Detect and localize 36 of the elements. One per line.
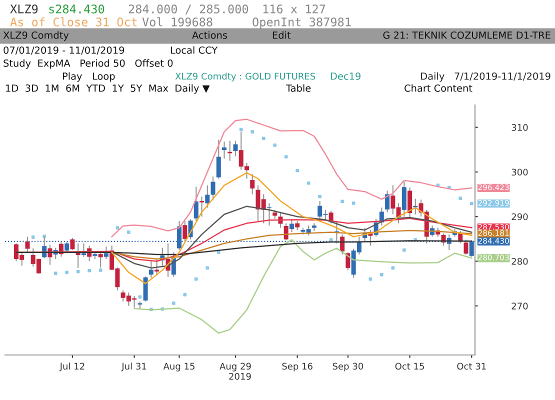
text: Local CCY [170, 46, 218, 54]
y-tick-label: 280 [512, 258, 528, 265]
y-tick-label: 290 [512, 213, 528, 220]
x-tick-label: Aug 29 [220, 362, 251, 372]
chart-title: XLZ9 Comdty : GOLD FUTURES [175, 72, 316, 82]
text: OpenInt 387981 [252, 18, 351, 29]
y-tick-label: 270 [512, 302, 528, 310]
text: 284.000 / 285.000 [128, 4, 248, 14]
x-tick-label: Sep 16 [282, 362, 312, 372]
x-tick-label: Oct 31 [457, 362, 486, 370]
text: As of Close 31 Oct [10, 17, 137, 26]
text: Study ExpMA Period 50 Offset 0 [4, 59, 173, 69]
x-tick-label: Sep 30 [332, 362, 364, 372]
text: Vol 199688 [142, 17, 212, 26]
text: Loop [92, 72, 115, 82]
text: Actions [192, 31, 228, 39]
y-tick-label: 310 [512, 124, 528, 131]
x-tick-label: Jul 12 [59, 362, 84, 372]
x-tick-label: Oct 15 [395, 362, 424, 370]
text: Dec19 [330, 72, 360, 80]
x-axis-title: 2019 [229, 372, 251, 380]
text: XLZ9 Comdty [3, 31, 69, 41]
x-tick-label: Jul 31 [121, 362, 146, 372]
chart-subtitle: Daily 7/1/2019-11/1/2019 [421, 72, 550, 82]
text: Table [286, 84, 311, 92]
text: XLZ9 [10, 4, 38, 14]
y-tick-label: 300 [512, 168, 528, 176]
text: 1D 3D 1M 6M YTD 1Y 5Y Max Daily ▼ [6, 84, 210, 94]
text: Chart Content [404, 84, 472, 92]
text: G 21: TEKNIK COZUMLEME D1-TRE [383, 31, 550, 39]
text: Edit [272, 31, 291, 39]
text: 116 x 127 [263, 4, 326, 14]
text: 07/01/2019 - 11/01/2019 [4, 46, 124, 55]
text: s284.430 [49, 4, 104, 14]
x-tick-label: Aug 15 [163, 362, 194, 372]
text: Play [62, 72, 82, 82]
